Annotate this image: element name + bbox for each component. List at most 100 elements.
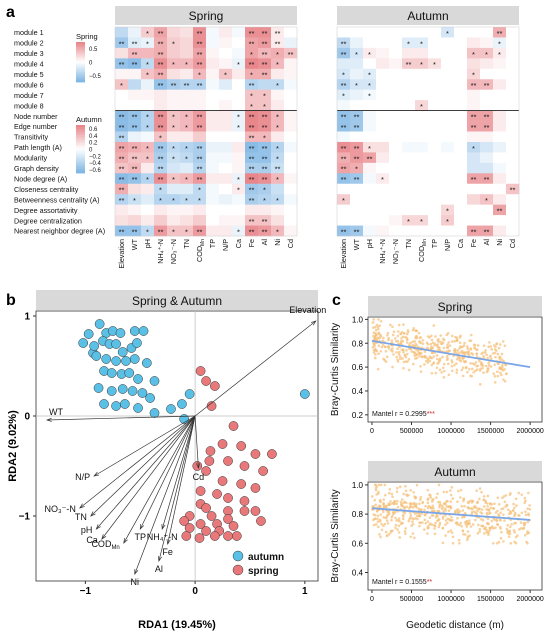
spring-mantel-point — [430, 363, 434, 367]
heatmap-cell — [284, 58, 298, 70]
spring-point — [206, 511, 217, 521]
autumn-point — [133, 403, 143, 413]
significance-mark: ** — [341, 227, 347, 236]
heatmap-cell — [493, 110, 507, 122]
heatmap-cell — [493, 37, 507, 49]
facet-strip-label: Spring — [189, 9, 224, 23]
autumn-mantel-point — [462, 498, 466, 501]
autumn-mantel-point — [385, 519, 389, 522]
autumn-mantel-point — [449, 506, 453, 510]
significance-mark: * — [355, 50, 358, 59]
heatmap-cell — [402, 131, 416, 143]
autumn-mantel-point — [511, 509, 515, 512]
heatmap-cell — [206, 100, 220, 111]
heatmap-cell — [258, 110, 272, 122]
significance-mark: ** — [158, 154, 164, 163]
autumn-mantel-point — [500, 530, 503, 534]
autumn-mantel-point — [505, 527, 509, 531]
autumn-mantel-point — [478, 530, 481, 533]
autumn-mantel-point — [423, 518, 427, 522]
autumn-point — [78, 338, 89, 348]
heatmap-cell — [493, 100, 507, 111]
autumn-mantel-point — [474, 518, 477, 522]
autumn-mantel-point — [502, 495, 506, 498]
spring-mantel-point — [396, 358, 399, 362]
heatmap-cell — [193, 37, 207, 49]
heatmap-cell — [141, 194, 155, 205]
autumn-mantel-point — [493, 518, 496, 521]
spring-mantel-point — [392, 353, 395, 356]
heatmap-cell — [232, 225, 246, 237]
autumn-mantel-point — [478, 487, 482, 490]
significance-mark: * — [342, 92, 345, 101]
autumn-point — [106, 386, 117, 396]
spring-point — [258, 466, 268, 476]
spring-mantel-point — [481, 366, 484, 370]
autumn-mantel-point — [486, 517, 490, 521]
spring-mantel-x-tick-label: 1000000 — [437, 428, 464, 435]
autumn-mantel-point — [423, 513, 426, 516]
autumn-mantel-point — [491, 541, 495, 545]
autumn-mantel-point — [409, 502, 413, 505]
significance-mark: ** — [484, 175, 490, 184]
heatmap-cell — [141, 110, 155, 122]
heatmap-cell — [493, 183, 507, 195]
spring-mantel-point — [386, 331, 390, 335]
significance-mark: * — [276, 154, 279, 163]
spring-mantel-point — [402, 323, 405, 326]
heatmap-column-label: N/P — [221, 239, 230, 251]
heatmap-cell — [350, 215, 364, 226]
spring-mantel-point — [442, 376, 446, 379]
heatmap-cell — [245, 183, 259, 195]
spring-mantel-point — [486, 356, 490, 360]
heatmap-cell — [441, 121, 455, 132]
spring-legend-swatch — [76, 63, 85, 66]
autumn-mantel-point — [445, 490, 449, 494]
rda-legend-label: autumn — [248, 552, 284, 563]
autumn-mantel-point — [503, 519, 506, 522]
autumn-mantel-point — [387, 503, 391, 507]
heatmap-cell — [337, 89, 351, 101]
spring-mantel-point — [430, 338, 434, 342]
spring-mantel-point — [439, 334, 443, 337]
heatmap-cell — [245, 110, 259, 122]
spring-mantel-point — [425, 341, 429, 345]
heatmap-cell — [415, 47, 429, 59]
autumn-point — [133, 374, 143, 384]
heatmap-cell — [219, 225, 233, 237]
autumn-mantel-point — [484, 501, 488, 504]
heatmap-cell — [245, 27, 259, 38]
rda-arrowhead — [93, 471, 100, 477]
significance-mark: * — [276, 112, 279, 121]
significance-mark: * — [498, 39, 501, 48]
significance-mark: * — [485, 50, 488, 59]
heatmap-cell — [467, 89, 481, 101]
significance-mark: ** — [341, 39, 347, 48]
heatmap-row-label: module 8 — [14, 101, 44, 110]
heatmap-cell — [167, 37, 181, 49]
autumn-mantel-point — [524, 513, 528, 517]
heatmap-cell — [141, 27, 155, 38]
spring-mantel-point — [459, 345, 462, 348]
spring-mantel-point — [415, 356, 419, 360]
heatmap-cell — [337, 152, 351, 164]
heatmap-frame — [114, 26, 298, 237]
significance-mark: * — [185, 227, 188, 236]
autumn-mantel-point — [441, 517, 445, 520]
autumn-mantel-point — [449, 529, 453, 532]
autumn-mantel-point — [506, 524, 510, 527]
spring-mantel-point — [493, 381, 497, 384]
autumn-mantel-point — [384, 493, 387, 497]
autumn-mantel-point — [482, 498, 485, 501]
significance-mark: * — [237, 60, 240, 69]
spring-mantel-point — [426, 347, 430, 350]
significance-mark: ** — [132, 60, 138, 69]
heatmap-cell — [115, 173, 129, 185]
heatmap-cell — [493, 141, 507, 153]
heatmap-cell — [167, 58, 181, 70]
spring-mantel-point — [398, 357, 402, 361]
heatmap-cell — [141, 152, 155, 164]
heatmap-cell — [506, 79, 520, 90]
significance-mark: ** — [197, 39, 203, 48]
heatmap-cell — [337, 141, 351, 153]
